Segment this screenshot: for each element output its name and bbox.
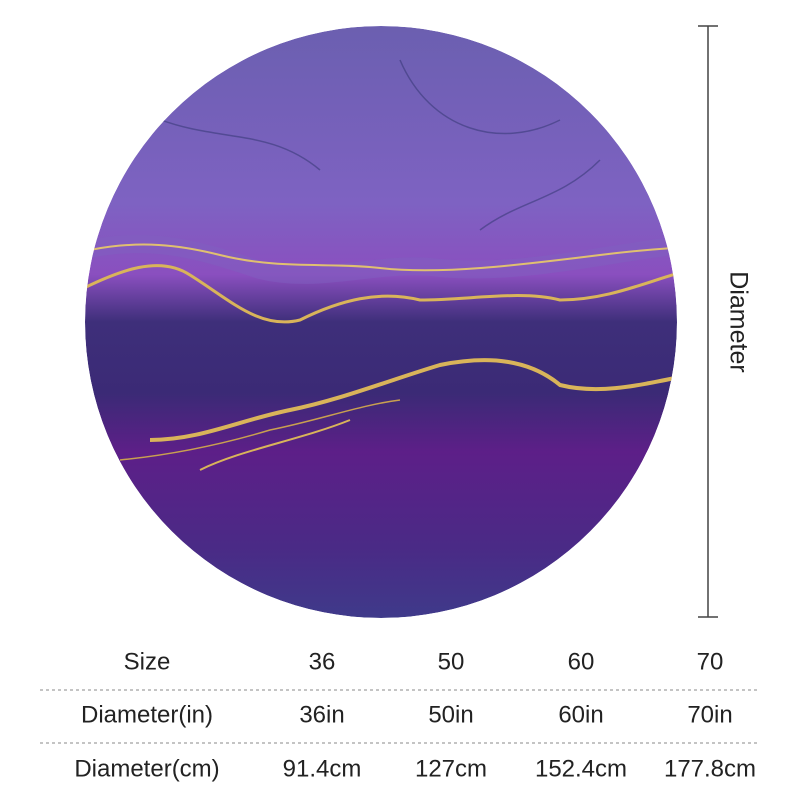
table-cell: 70 — [697, 648, 724, 675]
table-cell: 152.4cm — [535, 755, 627, 782]
row-header: Diameter(in) — [81, 701, 213, 728]
table-cell: 50in — [428, 701, 473, 728]
table-cell: 50 — [438, 648, 465, 675]
table-cell: 60in — [558, 701, 603, 728]
table-cell: 36in — [299, 701, 344, 728]
row-header: Diameter(cm) — [74, 755, 219, 782]
table-cell: 70in — [687, 701, 732, 728]
rug — [85, 26, 677, 618]
row-header: Size — [124, 648, 171, 675]
table-cell: 177.8cm — [664, 755, 756, 782]
table-cell: 36 — [309, 648, 336, 675]
size-table: Size 36 50 60 70 Diameter(in) 36in 50in 60in 70in… — [74, 648, 756, 782]
dimension-line — [698, 25, 718, 618]
dimension-label: Diameter — [724, 271, 752, 372]
table-cell: 91.4cm — [283, 755, 362, 782]
table-cell: 60 — [568, 648, 595, 675]
table-cell: 127cm — [415, 755, 487, 782]
